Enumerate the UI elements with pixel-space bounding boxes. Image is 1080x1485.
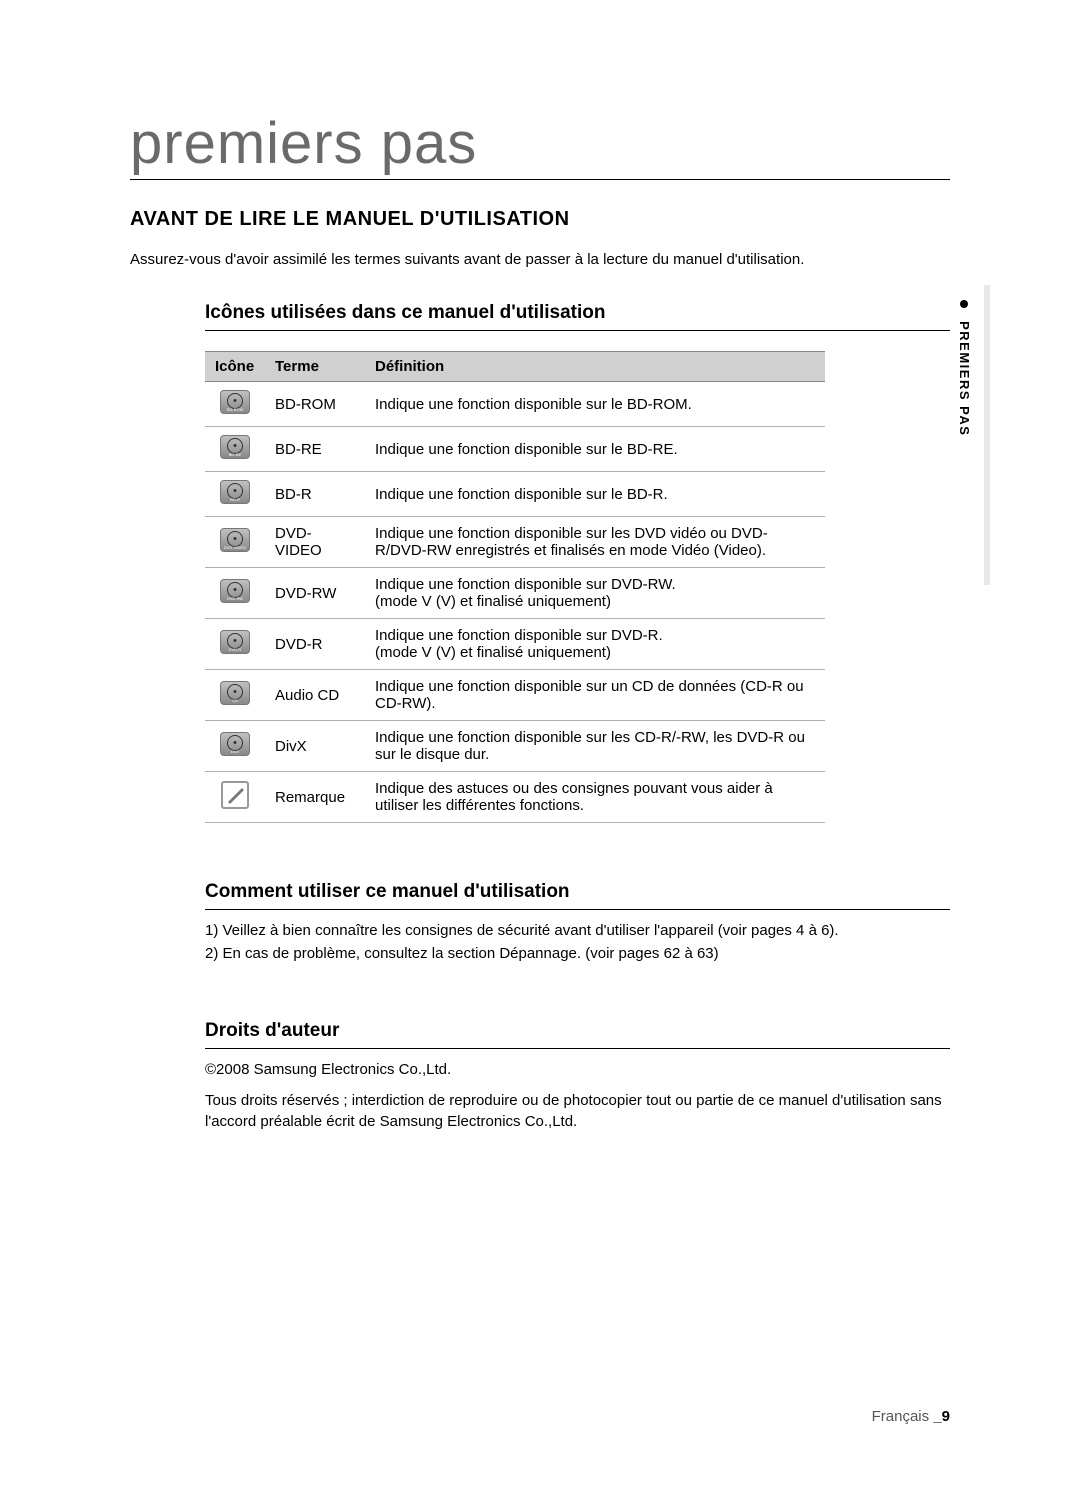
cell-term: BD-ROM [265, 382, 365, 427]
th-icon: Icône [205, 352, 265, 382]
cell-term: BD-R [265, 472, 365, 517]
cell-term: BD-RE [265, 427, 365, 472]
side-bar [984, 285, 990, 585]
disc-icon: DVD-R [220, 630, 250, 654]
disc-icon: BD-RE [220, 435, 250, 459]
table-row: BD-REBD-REIndique une fonction disponibl… [205, 427, 825, 472]
cell-icon: DVD-R [205, 619, 265, 670]
icons-table: Icône Terme Définition BD-ROMBD-ROMIndiq… [205, 351, 825, 823]
copyright-heading: Droits d'auteur [205, 1020, 950, 1049]
side-tab: PREMIERS PAS [957, 300, 972, 436]
footer-page-number: _9 [933, 1408, 950, 1425]
disc-icon: CD [220, 681, 250, 705]
howto-list: 1) Veillez à bien connaître les consigne… [205, 922, 950, 962]
cell-icon [205, 772, 265, 823]
table-row: RemarqueIndique des astuces ou des consi… [205, 772, 825, 823]
cell-icon: BD-RE [205, 427, 265, 472]
cell-icon: DVD-VIDEO [205, 517, 265, 568]
th-term: Terme [265, 352, 365, 382]
cell-definition: Indique une fonction disponible sur les … [365, 721, 825, 772]
table-row: DVD-RWDVD-RWIndique une fonction disponi… [205, 568, 825, 619]
intro-text: Assurez-vous d'avoir assimilé les termes… [130, 251, 950, 268]
page-title: premiers pas [130, 110, 950, 180]
cell-definition: Indique une fonction disponible sur DVD-… [365, 568, 825, 619]
copyright-line2: Tous droits réservés ; interdiction de r… [205, 1090, 950, 1132]
howto-heading: Comment utiliser ce manuel d'utilisation [205, 881, 950, 910]
cell-term: DivX [265, 721, 365, 772]
table-row: DivXDivXIndique une fonction disponible … [205, 721, 825, 772]
cell-term: Remarque [265, 772, 365, 823]
cell-definition: Indique des astuces ou des consignes pou… [365, 772, 825, 823]
cell-definition: Indique une fonction disponible sur le B… [365, 427, 825, 472]
cell-term: Audio CD [265, 670, 365, 721]
note-icon [221, 781, 249, 809]
table-row: DVD-VIDEODVD-VIDEOIndique une fonction d… [205, 517, 825, 568]
table-row: DVD-RDVD-RIndique une fonction disponibl… [205, 619, 825, 670]
table-row: BD-ROMBD-ROMIndique une fonction disponi… [205, 382, 825, 427]
page-footer: Français _9 [872, 1408, 950, 1425]
cell-term: DVD-R [265, 619, 365, 670]
cell-icon: DivX [205, 721, 265, 772]
cell-definition: Indique une fonction disponible sur un C… [365, 670, 825, 721]
cell-icon: BD-ROM [205, 382, 265, 427]
cell-icon: BD-R [205, 472, 265, 517]
cell-definition: Indique une fonction disponible sur le B… [365, 472, 825, 517]
icons-heading: Icônes utilisées dans ce manuel d'utilis… [205, 302, 950, 331]
cell-definition: Indique une fonction disponible sur DVD-… [365, 619, 825, 670]
cell-definition: Indique une fonction disponible sur les … [365, 517, 825, 568]
cell-term: DVD-RW [265, 568, 365, 619]
copyright-line1: ©2008 Samsung Electronics Co.,Ltd. [205, 1059, 950, 1080]
list-item: 2) En cas de problème, consultez la sect… [205, 945, 950, 962]
footer-language: Français [872, 1408, 930, 1425]
disc-icon: DVD-VIDEO [220, 528, 250, 552]
disc-icon: DivX [220, 732, 250, 756]
disc-icon: BD-ROM [220, 390, 250, 414]
table-row: CD Audio CDIndique une fonction disponibl… [205, 670, 825, 721]
table-row: BD-RBD-RIndique une fonction disponible … [205, 472, 825, 517]
disc-icon: DVD-RW [220, 579, 250, 603]
disc-icon: BD-R [220, 480, 250, 504]
section-heading: AVANT DE LIRE LE MANUEL D'UTILISATION [130, 208, 950, 231]
side-tab-label: PREMIERS PAS [957, 321, 972, 436]
cell-definition: Indique une fonction disponible sur le B… [365, 382, 825, 427]
th-definition: Définition [365, 352, 825, 382]
cell-icon: CD [205, 670, 265, 721]
cell-icon: DVD-RW [205, 568, 265, 619]
bullet-icon [960, 300, 968, 308]
list-item: 1) Veillez à bien connaître les consigne… [205, 922, 950, 939]
cell-term: DVD-VIDEO [265, 517, 365, 568]
